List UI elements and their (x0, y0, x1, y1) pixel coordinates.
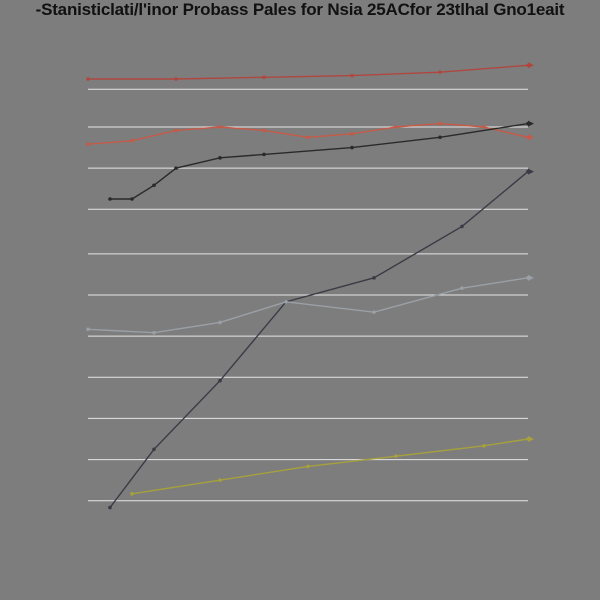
data-point (218, 378, 222, 383)
data-point (152, 447, 156, 452)
data-point (438, 121, 442, 126)
series-arrowhead-icon (528, 274, 534, 281)
data-point (350, 132, 354, 136)
data-point (86, 327, 90, 332)
data-point (86, 142, 90, 146)
data-point (108, 505, 112, 510)
data-point (394, 125, 398, 129)
series-line-4 (87, 277, 529, 334)
data-point (174, 166, 178, 170)
data-point (438, 70, 442, 74)
data-point (108, 197, 112, 201)
series-line-0 (88, 64, 529, 80)
data-point (482, 125, 486, 129)
data-point (372, 310, 376, 314)
data-point (438, 135, 442, 140)
data-point (152, 183, 156, 188)
series-arrowhead-icon (528, 120, 534, 127)
series-arrowhead-icon (528, 134, 534, 141)
data-point (372, 276, 376, 280)
data-point (218, 125, 222, 129)
data-point (218, 156, 222, 160)
data-point (350, 145, 354, 150)
data-point (174, 128, 178, 133)
data-point (460, 224, 464, 229)
data-point (130, 197, 134, 201)
data-point (174, 77, 178, 81)
series-arrowhead-icon (528, 168, 534, 175)
data-point (350, 73, 354, 78)
data-point (306, 135, 310, 140)
data-point (262, 152, 266, 157)
data-point (394, 454, 398, 458)
data-point (86, 77, 90, 81)
series-arrowhead-icon (528, 62, 534, 69)
data-point (218, 478, 222, 482)
data-point (218, 320, 222, 325)
series-arrowhead-icon (528, 436, 534, 442)
data-point (130, 138, 134, 143)
chart-title: -Stanisticlati/l'inor Probass Pales for … (35, 0, 565, 19)
data-point (262, 75, 266, 80)
data-point (262, 128, 266, 133)
data-point (306, 464, 310, 469)
series-line-5 (131, 438, 529, 495)
data-point (482, 444, 486, 448)
series-line-2 (110, 122, 529, 200)
data-point (152, 330, 156, 335)
data-point (460, 286, 464, 290)
series-line-3 (109, 171, 529, 508)
data-point (130, 492, 134, 496)
data-point (284, 300, 288, 304)
